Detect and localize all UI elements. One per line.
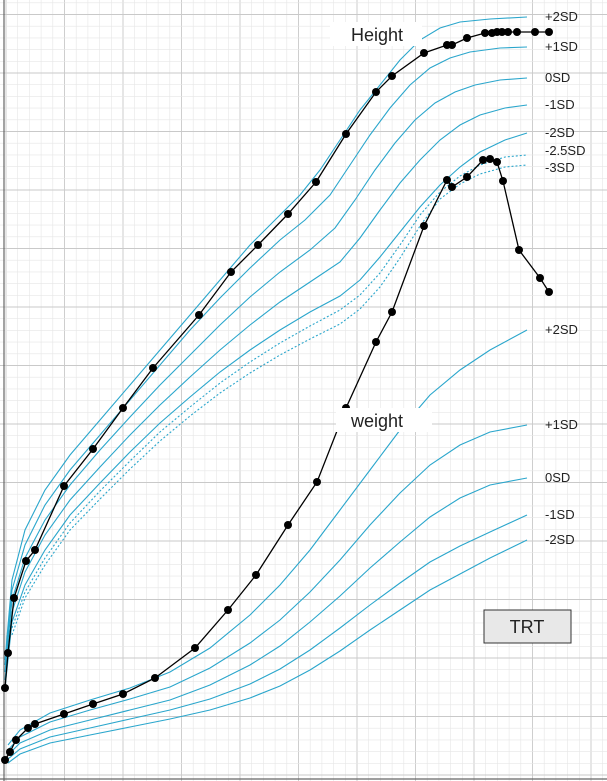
weight-patient-point: [463, 173, 471, 181]
weight-sd-label: -2SD: [545, 532, 575, 547]
height-sd-label: -1SD: [545, 97, 575, 112]
weight-patient-point: [284, 521, 292, 529]
height-ref-plus2SD: [4, 16, 528, 661]
weight-patient-point: [448, 183, 456, 191]
weight-patient-point: [89, 700, 97, 708]
height-patient-point: [22, 557, 30, 565]
height-ref-minus3SD: [11, 164, 528, 636]
height-patient-point: [227, 268, 235, 276]
height-patient-line: [4, 31, 549, 689]
height-patient-point: [149, 364, 157, 372]
weight-patient-point: [119, 690, 127, 698]
weight-ref-minus2SD: [7, 539, 528, 764]
height-ref-minus1SD: [4, 104, 528, 681]
weight-ref-minus1SD: [7, 514, 528, 760]
weight-patient-point: [493, 158, 501, 166]
weight-label: weight: [350, 411, 403, 431]
weight-patient-point: [479, 156, 487, 164]
weight-patient-point: [252, 571, 260, 579]
height-sd-label: 0SD: [545, 70, 570, 85]
weight-ref-plus2SD: [7, 329, 528, 746]
height-patient-point: [513, 28, 521, 36]
weight-patient-point: [224, 606, 232, 614]
height-label: Height: [351, 25, 403, 45]
height-patient-point: [463, 34, 471, 42]
height-patient-point: [420, 49, 428, 57]
height-patient-point: [545, 28, 553, 36]
weight-patient-point: [536, 274, 544, 282]
height-patient-point: [372, 88, 380, 96]
height-patient-point: [481, 29, 489, 37]
height-patient-point: [284, 210, 292, 218]
weight-reference-curves: [7, 329, 528, 764]
weight-sd-label: 0SD: [545, 470, 570, 485]
weight-patient-point: [191, 644, 199, 652]
weight-patient-series: [1, 155, 553, 764]
height-patient-series: [1, 28, 553, 692]
height-patient-point: [10, 594, 18, 602]
trt-label: TRT: [510, 617, 545, 637]
height-patient-point: [531, 28, 539, 36]
height-sd-label: +1SD: [545, 39, 578, 54]
weight-patient-point: [499, 177, 507, 185]
height-patient-point: [388, 72, 396, 80]
weight-patient-point: [1, 756, 9, 764]
height-patient-point: [498, 28, 506, 36]
weight-sd-label: +2SD: [545, 322, 578, 337]
weight-patient-point: [24, 724, 32, 732]
height-label-bg: [330, 22, 422, 46]
height-sd-label: +2SD: [545, 9, 578, 24]
weight-patient-point: [515, 246, 523, 254]
sd-labels: +2SD +1SD 0SD -1SD -2SD -2.5SD -3SD +2SD +1SD 0SD…: [545, 9, 585, 547]
height-ref-minus2SD: [4, 132, 528, 689]
height-patient-point: [119, 404, 127, 412]
height-patient-point: [1, 684, 9, 692]
weight-patient-point: [443, 176, 451, 184]
height-patient-point: [195, 311, 203, 319]
height-ref-0SD: [4, 77, 528, 673]
height-ref-plus1SD: [4, 46, 528, 666]
height-patient-point: [31, 546, 39, 554]
weight-ref-0SD: [7, 477, 528, 756]
weight-patient-point: [151, 674, 159, 682]
weight-patient-point: [486, 155, 494, 163]
weight-patient-point: [372, 338, 380, 346]
height-patient-point: [448, 41, 456, 49]
weight-ref-plus1SD: [7, 424, 528, 751]
weight-label-bg: [336, 408, 432, 432]
weight-patient-point: [60, 710, 68, 718]
height-patient-point: [312, 178, 320, 186]
height-sd-label: -3SD: [545, 160, 575, 175]
weight-patient-point: [12, 736, 20, 744]
weight-patient-point: [313, 478, 321, 486]
height-patient-point: [342, 130, 350, 138]
height-patient-point: [89, 445, 97, 453]
trt-box: [483, 609, 572, 644]
height-sd-label: -2.5SD: [545, 143, 585, 158]
weight-patient-point: [545, 288, 553, 296]
weight-patient-point: [388, 308, 396, 316]
weight-patient-point: [6, 748, 14, 756]
weight-patient-point: [420, 222, 428, 230]
height-sd-label: -2SD: [545, 125, 575, 140]
height-patient-point: [60, 482, 68, 490]
height-patient-point: [4, 649, 12, 657]
height-patient-point: [504, 28, 512, 36]
height-patient-point: [254, 241, 262, 249]
height-reference-curves: [4, 16, 528, 689]
weight-sd-label: -1SD: [545, 507, 575, 522]
weight-patient-point: [31, 720, 39, 728]
weight-sd-label: +1SD: [545, 417, 578, 432]
